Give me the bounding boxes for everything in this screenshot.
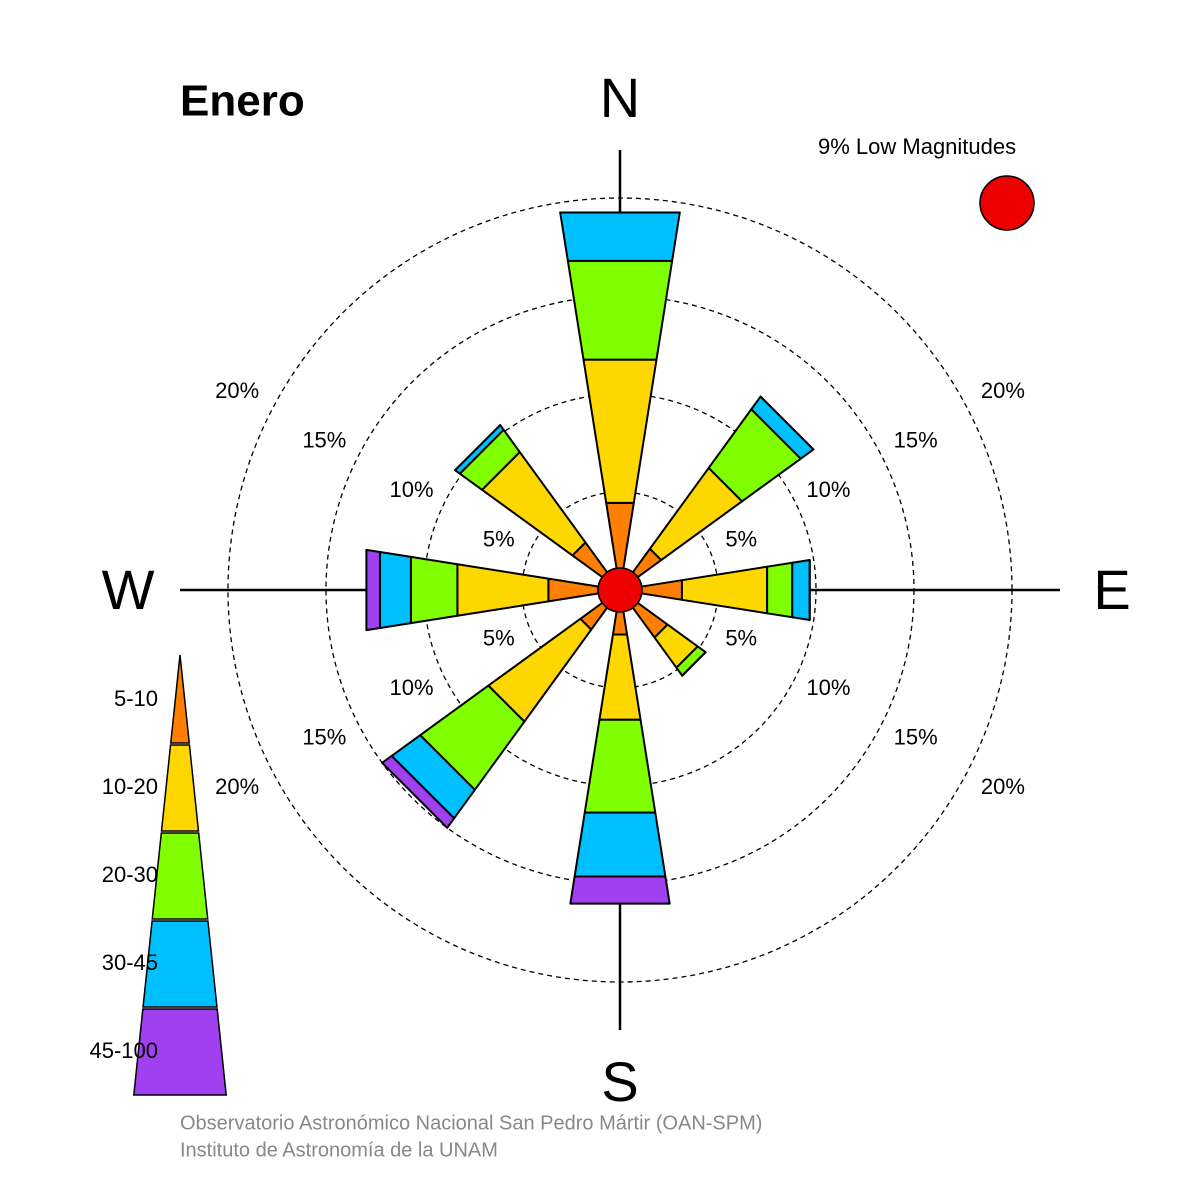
- legend-swatch: [142, 920, 218, 1008]
- wedge-segment: [381, 754, 456, 829]
- wedge-segment: [766, 561, 794, 619]
- legend-label: 20-30: [102, 862, 158, 887]
- r-tick-label: 15%: [302, 427, 346, 452]
- legend-label: 30-45: [102, 950, 158, 975]
- footer-line: Observatorio Astronómico Nacional San Pe…: [180, 1112, 762, 1134]
- wedge-segment: [454, 424, 502, 472]
- wedge-segment: [569, 875, 671, 905]
- r-tick-label: 5%: [725, 625, 757, 650]
- chart-title: Enero: [180, 77, 305, 126]
- calm-label: 9% Low Magnitudes: [818, 134, 1016, 159]
- r-tick-label: 20%: [981, 774, 1025, 799]
- wedge-segment: [409, 555, 459, 625]
- r-tick-label: 15%: [894, 724, 938, 749]
- r-tick-label: 20%: [981, 378, 1025, 403]
- footer-line: Instituto de Astronomía de la UNAM: [180, 1139, 498, 1161]
- wedge-segment: [573, 811, 667, 878]
- calm-center: [597, 567, 643, 613]
- wedge-segment: [566, 259, 674, 361]
- legend-label: 5-10: [114, 686, 158, 711]
- r-tick-label: 15%: [302, 724, 346, 749]
- wedge-segment: [791, 558, 811, 622]
- direction-label: N: [600, 66, 640, 129]
- wedge-segment: [559, 211, 681, 262]
- legend-label: 45-100: [89, 1038, 158, 1063]
- r-tick-label: 20%: [215, 378, 259, 403]
- legend-swatch: [151, 832, 209, 920]
- r-tick-label: 5%: [725, 526, 757, 551]
- legend-label: 10-20: [102, 774, 158, 799]
- r-tick-label: 5%: [483, 526, 515, 551]
- direction-label: S: [601, 1050, 638, 1113]
- direction-label: E: [1093, 558, 1130, 621]
- r-tick-label: 20%: [215, 774, 259, 799]
- wedge-segment: [365, 548, 381, 632]
- r-tick-label: 5%: [483, 625, 515, 650]
- r-tick-label: 10%: [806, 477, 850, 502]
- calm-marker: [979, 175, 1035, 231]
- legend-swatch: [169, 654, 191, 744]
- wedge-segment: [681, 651, 707, 677]
- r-tick-label: 10%: [806, 675, 850, 700]
- wedge-segment: [759, 395, 815, 451]
- r-tick-label: 10%: [390, 675, 434, 700]
- wedge-segment: [378, 550, 412, 630]
- legend-swatch: [160, 744, 200, 832]
- legend-swatch: [132, 1008, 228, 1096]
- r-tick-label: 15%: [894, 427, 938, 452]
- r-tick-label: 10%: [390, 477, 434, 502]
- direction-label: W: [102, 558, 155, 621]
